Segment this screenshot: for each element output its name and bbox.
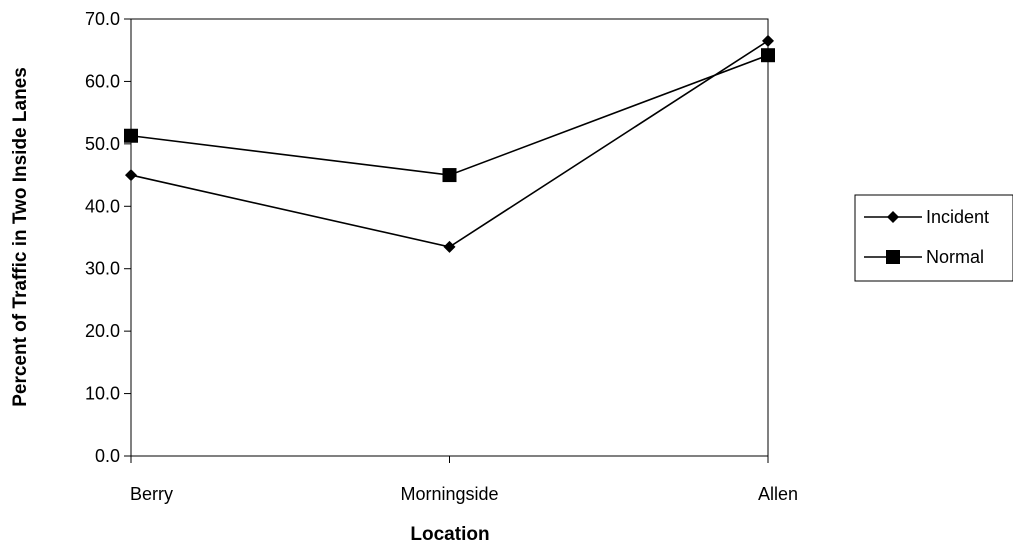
legend-marker-normal — [886, 250, 900, 264]
y-tick-label: 50.0 — [85, 134, 120, 154]
x-axis-title: Location — [410, 524, 489, 545]
x-tick-label: Berry — [130, 484, 173, 504]
y-axis: 0.0 10.0 20.0 30.0 40.0 50.0 60.0 70.0 — [85, 9, 131, 466]
legend-item-normal: Normal — [864, 247, 984, 267]
legend-label: Normal — [926, 247, 984, 267]
y-tick-label: 0.0 — [95, 446, 120, 466]
series-line-normal — [130, 54, 769, 176]
data-point-incident — [443, 240, 456, 253]
legend-item-incident: Incident — [864, 207, 989, 227]
series-incident — [125, 34, 774, 253]
series-line-incident — [130, 40, 769, 248]
data-point-normal — [442, 168, 457, 183]
y-tick-label: 40.0 — [85, 196, 120, 216]
data-point-incident — [125, 169, 137, 182]
x-axis: Berry Morningside Allen — [130, 456, 798, 504]
series-normal — [124, 48, 775, 183]
y-tick-label: 10.0 — [85, 384, 120, 404]
y-tick-label: 70.0 — [85, 9, 120, 29]
legend: Incident Normal — [854, 194, 1013, 282]
data-point-normal — [761, 48, 775, 63]
series-layer — [124, 34, 775, 253]
legend-box — [854, 194, 1013, 282]
y-tick-label: 20.0 — [85, 321, 120, 341]
x-tick-label: Allen — [758, 484, 798, 504]
data-point-normal — [124, 128, 138, 143]
plot-area — [130, 18, 769, 457]
y-tick-label: 60.0 — [85, 71, 120, 91]
legend-marker-incident — [887, 211, 899, 223]
data-point-incident — [762, 34, 774, 47]
y-tick-label: 30.0 — [85, 259, 120, 279]
y-axis-title: Percent of Traffic in Two Inside Lanes — [10, 67, 31, 407]
legend-label: Incident — [926, 207, 989, 227]
x-tick-label: Morningside — [400, 484, 498, 504]
